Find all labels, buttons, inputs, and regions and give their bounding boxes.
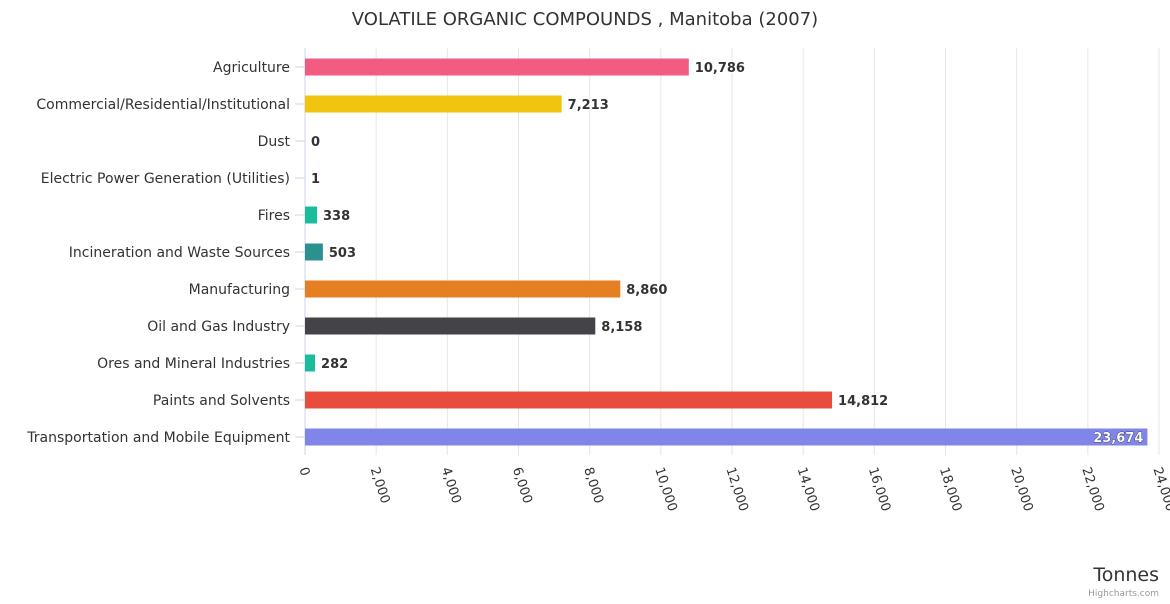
x-tick-label: 2,000 — [367, 465, 393, 505]
x-tick-label: 4,000 — [438, 465, 464, 505]
x-tick-label: 12,000 — [722, 465, 750, 513]
category-label: Transportation and Mobile Equipment — [26, 430, 290, 446]
x-tick-label: 22,000 — [1078, 465, 1106, 513]
x-tick-label: 20,000 — [1007, 465, 1035, 513]
bar — [305, 429, 1147, 446]
data-label: 7,213 — [568, 98, 609, 113]
bar — [305, 318, 595, 335]
data-label: 8,158 — [601, 320, 642, 335]
x-tick-label: 10,000 — [651, 465, 679, 513]
data-label: 1 — [311, 172, 320, 187]
x-axis-title: Tonnes — [1092, 564, 1159, 586]
x-tick-label: 14,000 — [794, 465, 822, 513]
bar — [305, 355, 315, 372]
x-tick-label: 0 — [295, 465, 312, 478]
x-tick-label: 18,000 — [936, 465, 964, 513]
data-label: 23,674 — [1093, 431, 1143, 446]
category-label: Incineration and Waste Sources — [69, 245, 290, 261]
credits-link[interactable]: Highcharts.com — [1088, 589, 1159, 599]
category-label: Oil and Gas Industry — [147, 319, 290, 335]
bar — [305, 96, 562, 113]
x-tick-label: 8,000 — [580, 465, 606, 505]
data-label: 10,786 — [695, 61, 745, 76]
category-label: Electric Power Generation (Utilities) — [41, 171, 290, 187]
category-label: Commercial/Residential/Institutional — [36, 97, 290, 113]
data-label: 8,860 — [626, 283, 667, 298]
category-label: Fires — [258, 208, 290, 224]
data-label: 503 — [329, 246, 356, 261]
category-label: Manufacturing — [189, 282, 290, 298]
bar — [305, 244, 323, 261]
data-label: 282 — [321, 357, 348, 372]
data-label: 14,812 — [838, 394, 888, 409]
x-tick-label: 16,000 — [865, 465, 893, 513]
data-label: 338 — [323, 209, 350, 224]
bar — [305, 281, 620, 298]
category-label: Dust — [258, 134, 291, 150]
bar — [305, 392, 832, 409]
data-label: 0 — [311, 135, 320, 150]
x-tick-label: 6,000 — [509, 465, 535, 505]
bar — [305, 59, 689, 76]
category-label: Paints and Solvents — [153, 393, 290, 409]
bar — [305, 207, 317, 224]
category-label: Agriculture — [213, 60, 290, 76]
x-tick-label: 24,000 — [1149, 465, 1170, 513]
category-label: Ores and Mineral Industries — [97, 356, 290, 372]
chart-title: VOLATILE ORGANIC COMPOUNDS , Manitoba (2… — [352, 9, 818, 30]
